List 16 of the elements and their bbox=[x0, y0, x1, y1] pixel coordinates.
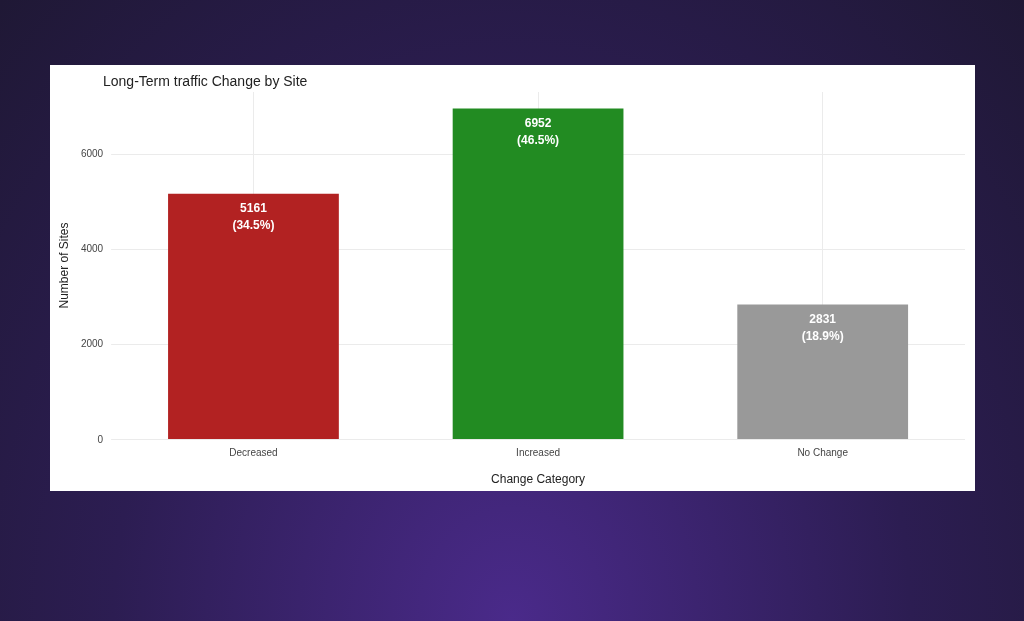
x-tick-label: Decreased bbox=[229, 446, 278, 458]
y-tick-label: 4000 bbox=[80, 243, 104, 255]
x-tick-label: No Change bbox=[797, 446, 849, 458]
x-axis-title: Change Category bbox=[491, 472, 586, 486]
y-tick-label: 6000 bbox=[80, 148, 104, 160]
x-tick-label: Increased bbox=[516, 446, 561, 458]
chart-title: Long-Term traffic Change by Site bbox=[103, 73, 308, 89]
bar bbox=[737, 304, 909, 439]
bar bbox=[168, 193, 339, 439]
data-label: 5161 (34.5%) bbox=[232, 201, 275, 233]
data-label: 6952 (46.5%) bbox=[517, 116, 560, 148]
y-axis-title: Number of Sites bbox=[57, 222, 71, 309]
y-tick-label: 0 bbox=[97, 433, 104, 445]
y-tick-label: 2000 bbox=[80, 338, 104, 350]
data-label: 2831 (18.9%) bbox=[801, 311, 844, 343]
bar bbox=[452, 108, 624, 439]
